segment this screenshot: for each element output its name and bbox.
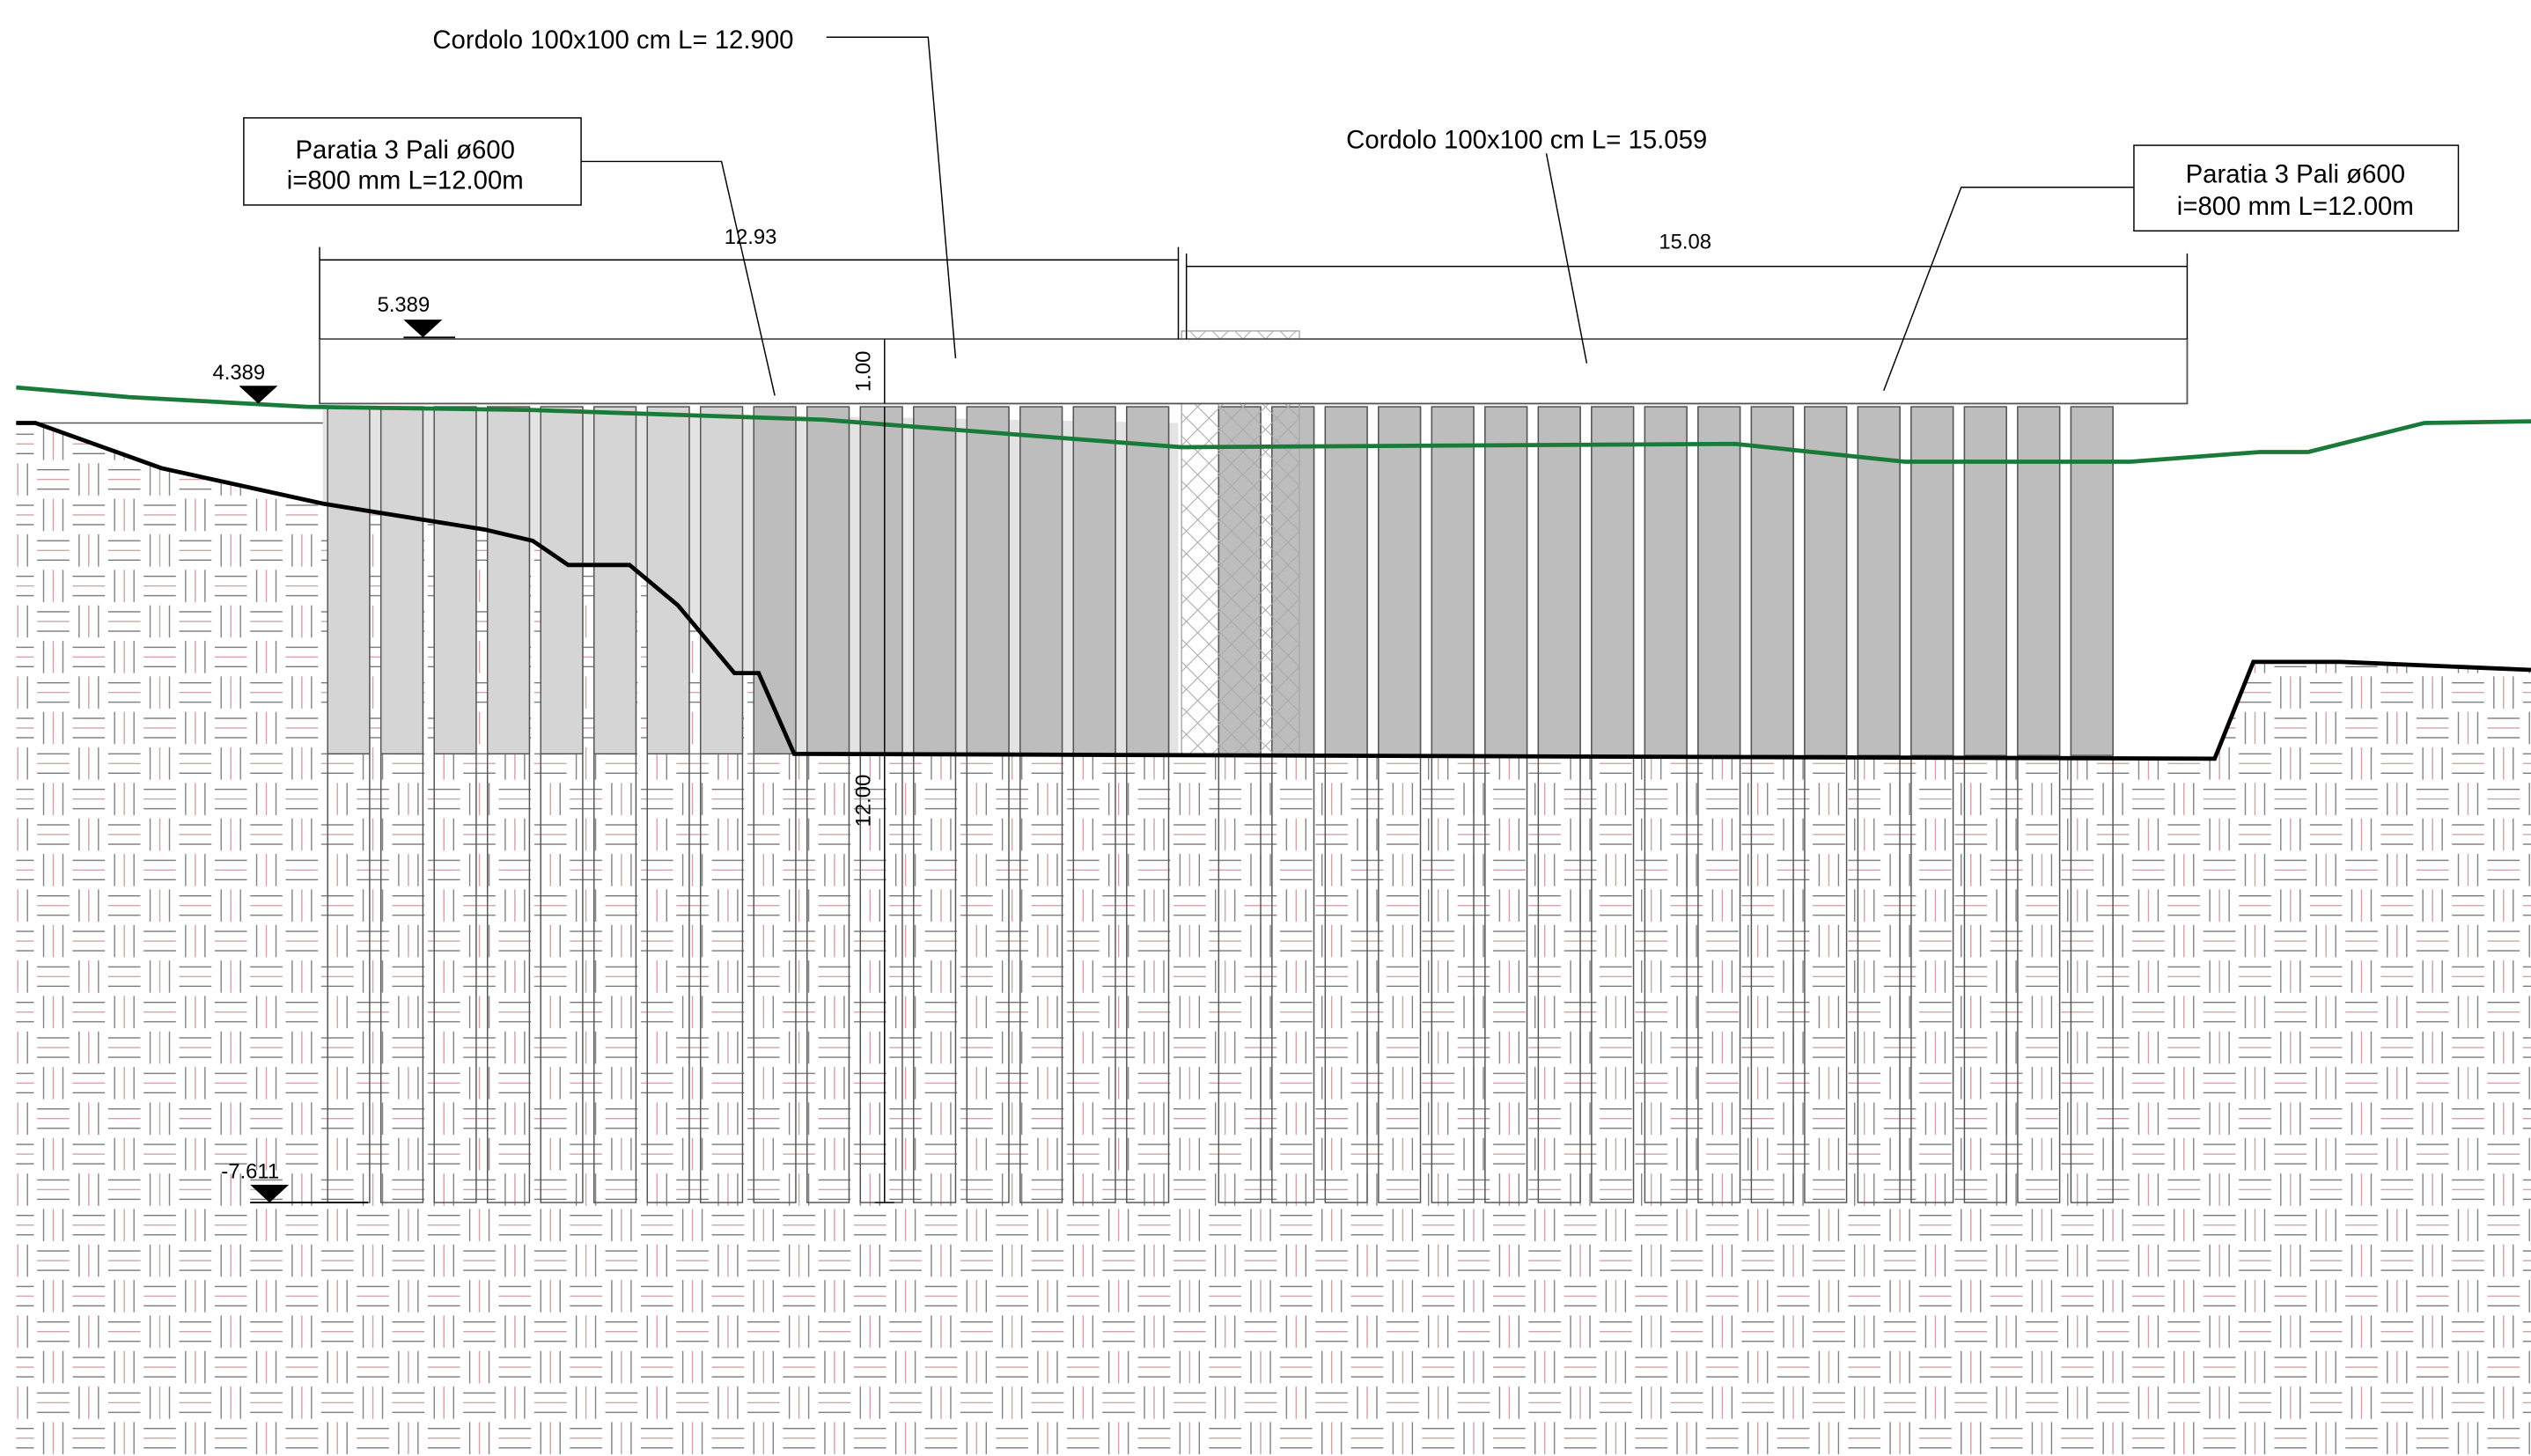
water-line [16,385,2531,464]
pile [379,406,424,755]
pile [700,406,744,755]
pile [1963,406,2007,756]
pile [327,406,371,755]
pile [1484,406,1528,756]
pile [1019,406,1063,755]
pile [1537,406,1581,756]
level-markers [239,320,456,1203]
pile [1126,406,1170,755]
pile [966,406,1010,755]
pile [2070,406,2114,756]
callout: i=800 mm L=12.00m [2177,192,2414,221]
callout: Paratia 3 Pali ø600 [296,136,515,165]
pile [1591,406,1635,756]
dim-label: 15.08 [1659,230,1711,254]
piles [327,406,2114,1203]
pile [1378,406,1422,756]
pile [913,406,957,755]
leaders [243,36,2460,396]
dim-label: 12.00 [851,775,875,827]
excavation-line [16,421,2531,761]
pile [646,406,690,755]
pile [1072,406,1116,755]
pile [1750,406,1794,756]
pile [1324,406,1368,756]
pile [2017,406,2061,756]
pile [1910,406,1954,756]
cap-beam [319,338,2189,405]
pile [593,406,637,755]
pile [753,406,797,755]
level-label: -7.611 [221,1160,279,1184]
pile [1857,406,1901,756]
pile [859,406,903,755]
callout: Paratia 3 Pali ø600 [2186,159,2405,188]
pile [1431,406,1475,756]
pile [1644,406,1688,756]
dim-label: 12.93 [725,225,777,249]
level-label: 5.389 [378,293,430,317]
pile [486,406,531,755]
pile [433,406,477,755]
callout: Cordolo 100x100 cm L= 15.059 [1346,126,1707,155]
pile [540,406,584,755]
pile [1697,406,1741,756]
callout: Cordolo 100x100 cm L= 12.900 [432,26,793,55]
dim-label: 1.00 [851,351,875,392]
callout: i=800 mm L=12.00m [287,166,524,195]
dimensions [319,246,2189,1203]
level-label: 4.389 [213,361,266,385]
pile [806,406,850,755]
pile [1804,406,1848,756]
soil-wedge [322,407,1179,754]
